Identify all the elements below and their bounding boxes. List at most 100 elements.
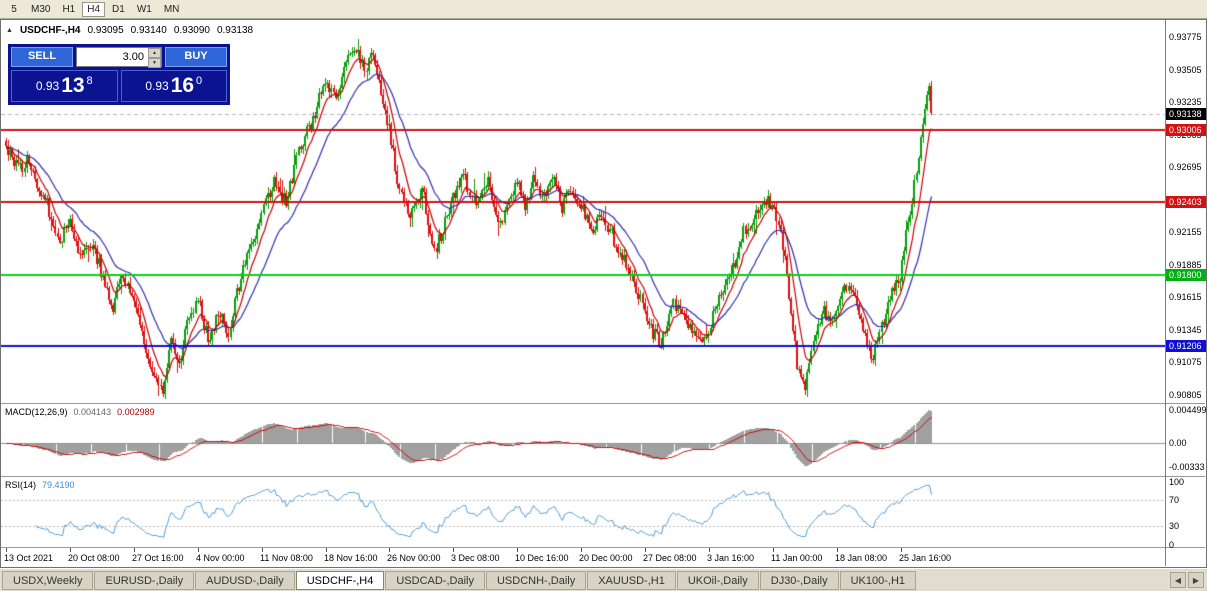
price-axis-label: 0.91075 bbox=[1169, 357, 1202, 368]
price-axis-label: 0.92155 bbox=[1169, 227, 1202, 238]
buy-button[interactable]: BUY bbox=[165, 47, 227, 67]
time-axis-label: 3 Dec 08:00 bbox=[451, 553, 500, 563]
chart-tabs: USDX,Weekly EURUSD-,Daily AUDUSD-,Daily USD… bbox=[2, 571, 917, 590]
chart-symbol-label: USDCHF-,H4 bbox=[19, 25, 81, 36]
trade-panel-collapse-icon[interactable]: ▲ bbox=[6, 27, 13, 34]
time-axis-tick bbox=[198, 548, 199, 552]
macd-main-value: 0.004143 bbox=[73, 407, 112, 417]
time-axis-tick bbox=[901, 548, 902, 552]
time-axis-tick bbox=[326, 548, 327, 552]
tab-dj30-daily[interactable]: DJ30-,Daily bbox=[759, 571, 839, 590]
price-badge-0.91800: 0.91800 bbox=[1166, 268, 1206, 281]
one-click-trading-panel: SELL ▲ ▼ BUY 0.93 13 8 0.93 16 0 bbox=[8, 44, 230, 105]
time-axis-label: 11 Jan 00:00 bbox=[771, 553, 823, 563]
timeframe-button-w1[interactable]: W1 bbox=[136, 3, 152, 15]
volume-down-button[interactable]: ▼ bbox=[148, 58, 161, 68]
rsi-value: 79.4190 bbox=[42, 480, 75, 490]
timeframe-button-m30[interactable]: M30 bbox=[31, 3, 51, 15]
time-axis-tick bbox=[6, 548, 7, 552]
volume-spinner: ▲ ▼ bbox=[148, 48, 161, 68]
timeframe-button-h4[interactable]: H4 bbox=[82, 1, 106, 17]
time-axis-label: 10 Dec 16:00 bbox=[515, 553, 569, 563]
time-axis-label: 27 Oct 16:00 bbox=[132, 553, 184, 563]
tab-usdx-weekly[interactable]: USDX,Weekly bbox=[2, 571, 94, 590]
sell-price-big: 13 bbox=[61, 74, 85, 97]
time-axis-label: 18 Jan 08:00 bbox=[835, 553, 888, 563]
tab-eurusd-daily[interactable]: EURUSD-,Daily bbox=[94, 571, 195, 590]
timeframe-button-h1[interactable]: H1 bbox=[62, 3, 76, 15]
timeframe-button-5[interactable]: 5 bbox=[11, 3, 17, 15]
macd-signal-value: 0.002989 bbox=[117, 407, 155, 417]
chart-title: ▲ USDCHF-,H4 0.93095 0.93140 0.93090 0.9… bbox=[6, 25, 253, 36]
buy-price-pipette: 0 bbox=[196, 75, 203, 87]
time-axis-tick bbox=[453, 548, 454, 552]
time-axis-tick bbox=[517, 548, 518, 552]
buy-price-big: 16 bbox=[170, 74, 195, 97]
chart-tab-bar: USDX,Weekly EURUSD-,Daily AUDUSD-,Daily USD… bbox=[0, 568, 1207, 591]
time-axis-label: 20 Oct 08:00 bbox=[68, 553, 120, 563]
macd-panel-canvas[interactable] bbox=[1, 404, 1165, 476]
panel-separator bbox=[1, 476, 1205, 477]
buy-price-display[interactable]: 0.93 16 0 bbox=[120, 70, 227, 102]
time-axis-tick bbox=[773, 548, 774, 552]
tab-scroll-right-button[interactable]: ▶ bbox=[1188, 572, 1204, 588]
sell-price-display[interactable]: 0.93 13 8 bbox=[11, 70, 118, 102]
time-axis-label: 20 Dec 00:00 bbox=[579, 553, 633, 563]
time-axis-label: 3 Jan 16:00 bbox=[707, 553, 755, 563]
rsi-axis-label: 70 bbox=[1169, 494, 1180, 505]
tab-audusd-daily[interactable]: AUDUSD-,Daily bbox=[195, 571, 295, 590]
time-axis-tick bbox=[70, 548, 71, 552]
volume-up-button[interactable]: ▲ bbox=[148, 48, 161, 58]
time-axis-label: 27 Dec 08:00 bbox=[643, 553, 697, 563]
macd-axis-label: 0.00 bbox=[1169, 438, 1187, 448]
macd-indicator-label: MACD(12,26,9) 0.004143 0.002989 bbox=[5, 407, 155, 417]
rsi-name: RSI(14) bbox=[5, 480, 37, 490]
sell-price-prefix: 0.93 bbox=[35, 79, 60, 93]
tab-xauusd-h1[interactable]: XAUUSD-,H1 bbox=[587, 571, 676, 590]
time-axis-tick bbox=[581, 548, 582, 552]
tab-uk100-h1[interactable]: UK100-,H1 bbox=[839, 571, 917, 590]
rsi-axis-label: 30 bbox=[1169, 520, 1180, 531]
price-axis-label: 0.93505 bbox=[1169, 64, 1202, 75]
macd-axis-label: -0.00333 bbox=[1169, 462, 1205, 473]
time-axis-tick bbox=[837, 548, 838, 552]
trade-panel-prices: 0.93 13 8 0.93 16 0 bbox=[11, 70, 227, 102]
volume-input[interactable] bbox=[77, 48, 147, 66]
time-axis-tick bbox=[134, 548, 135, 552]
rsi-indicator-label: RSI(14) 79.4190 bbox=[5, 480, 75, 490]
sell-button[interactable]: SELL bbox=[11, 47, 73, 67]
trade-panel-controls: SELL ▲ ▼ BUY bbox=[11, 47, 227, 68]
rsi-axis-label: 100 bbox=[1169, 477, 1185, 487]
price-axis-label: 0.90805 bbox=[1169, 389, 1202, 400]
tab-usdcnh-daily[interactable]: USDCNH-,Daily bbox=[485, 571, 587, 590]
volume-field: ▲ ▼ bbox=[76, 47, 162, 68]
buy-price-prefix: 0.93 bbox=[145, 79, 169, 93]
price-axis-label: 0.91345 bbox=[1169, 324, 1202, 335]
price-axis-label: 0.93775 bbox=[1169, 32, 1202, 42]
rsi-panel-canvas[interactable] bbox=[1, 477, 1165, 547]
time-axis-tick bbox=[645, 548, 646, 552]
time-axis-label: 11 Nov 08:00 bbox=[260, 553, 313, 563]
timeframe-button-d1[interactable]: D1 bbox=[112, 3, 125, 15]
price-axis-separator bbox=[1165, 20, 1166, 566]
ohlc-open: 0.93095 bbox=[87, 25, 124, 36]
panel-separator bbox=[1, 547, 1205, 548]
macd-name: MACD(12,26,9) bbox=[5, 407, 68, 417]
price-badge-0.93006: 0.93006 bbox=[1166, 123, 1206, 136]
tab-ukoil-daily[interactable]: UKOil-,Daily bbox=[676, 571, 759, 590]
time-axis-tick bbox=[389, 548, 390, 552]
timeframe-button-mn[interactable]: MN bbox=[163, 3, 180, 15]
time-axis-tick bbox=[262, 548, 263, 552]
tab-scroll-buttons: ◀ ▶ bbox=[1170, 572, 1204, 588]
price-badge-0.93138: 0.93138 bbox=[1166, 107, 1206, 120]
price-axis-label: 0.91885 bbox=[1169, 259, 1202, 270]
timeframe-toolbar: 5 M30 H1 H4 D1 W1 MN bbox=[0, 0, 1207, 19]
time-axis-label: 13 Oct 2021 bbox=[4, 553, 54, 563]
tab-scroll-left-button[interactable]: ◀ bbox=[1170, 572, 1186, 588]
tab-usdchf-h4[interactable]: USDCHF-,H4 bbox=[295, 571, 385, 590]
time-axis-tick bbox=[709, 548, 710, 552]
tab-usdcad-daily[interactable]: USDCAD-,Daily bbox=[385, 571, 485, 590]
rsi-axis-label: 0 bbox=[1169, 540, 1175, 550]
time-axis-label: 25 Jan 16:00 bbox=[899, 553, 952, 563]
